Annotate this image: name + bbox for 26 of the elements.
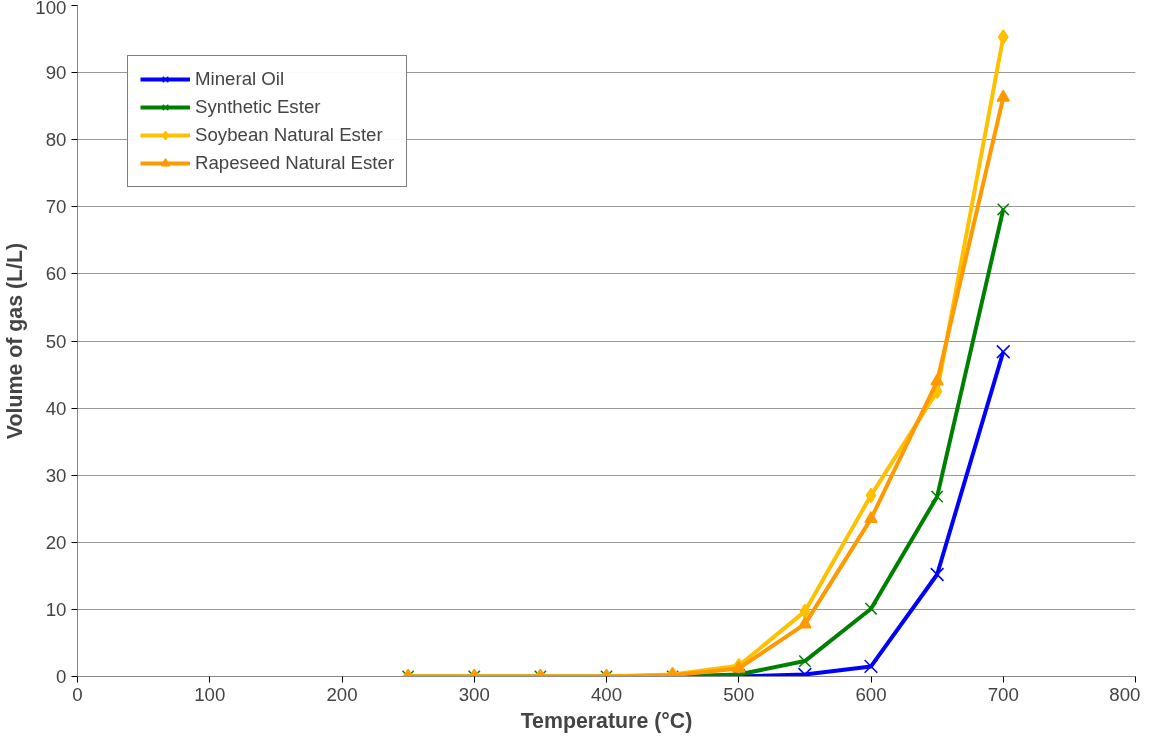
legend-label: Rapeseed Natural Ester [195,152,395,174]
y-tick-label: 50 [45,330,67,352]
y-tick-label: 80 [45,129,67,151]
y-tick-label: 30 [45,464,67,486]
x-tick-label: 0 [72,683,83,705]
legend-label: Synthetic Ester [195,96,321,118]
legend-label: Soybean Natural Ester [195,124,383,146]
x-tick-label: 100 [194,683,226,705]
y-tick-label: 100 [35,0,67,18]
y-tick-label: 10 [45,598,67,620]
y-tick-label: 60 [45,263,67,285]
x-tick-label: 600 [855,683,887,705]
y-tick-label: 70 [45,196,67,218]
x-tick-label: 300 [458,683,490,705]
x-tick-label: 700 [987,683,1019,705]
x-tick-label: 400 [590,683,623,705]
y-tick-label: 90 [45,62,67,84]
x-tick-label: 800 [1109,683,1141,705]
x-tick-label: 200 [326,683,358,705]
y-axis-title: Volume of gas (L/L) [3,242,28,440]
y-tick-label: 40 [45,397,67,419]
x-axis-title: Temperature (°C) [520,708,693,733]
y-tick-label: 0 [56,666,67,687]
legend-label: Mineral Oil [195,68,285,90]
y-tick-label: 20 [45,531,67,553]
x-tick-label: 500 [723,683,755,705]
